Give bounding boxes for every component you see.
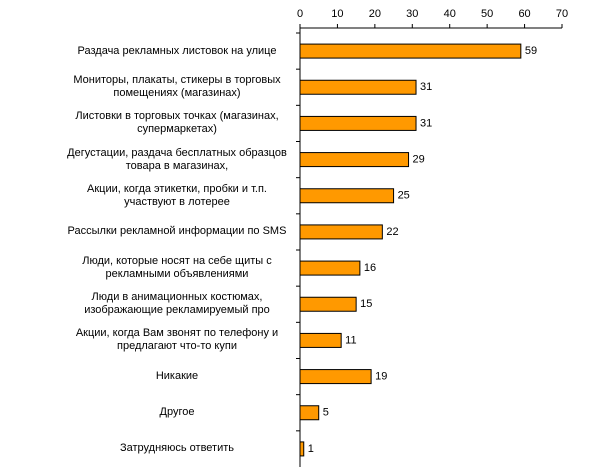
y-tick-label: Акции, когда этикетки, пробки и т.п. уча… [87, 182, 267, 208]
y-tick-label: Раздача рекламных листовок на улице [77, 44, 277, 57]
y-tick-label: Другое [159, 406, 195, 419]
bar [299, 115, 417, 131]
y-tick-label: Люди, которые носят на себе щиты с рекла… [82, 255, 272, 281]
bar [299, 43, 522, 59]
value-label: 22 [386, 226, 398, 238]
y-tick-label: Никакие [155, 370, 199, 383]
bar [299, 224, 383, 240]
value-label: 16 [364, 262, 376, 274]
value-label: 31 [420, 81, 432, 93]
bar [299, 369, 372, 385]
x-tick-label: 50 [481, 8, 493, 20]
y-tick-label: Мониторы, плакаты, стикеры в торговых по… [73, 74, 281, 100]
value-label: 15 [360, 298, 372, 310]
bar [299, 260, 361, 276]
x-tick-label: 10 [331, 8, 343, 20]
y-tick-label: Затрудняюсь ответить [119, 442, 234, 455]
value-label: 1 [308, 443, 314, 455]
y-tick-label: Листовки в торговых точках (магазинах, с… [75, 110, 279, 136]
value-label: 31 [420, 117, 432, 129]
value-label: 5 [323, 407, 329, 419]
value-label: 19 [375, 370, 387, 382]
bar [299, 441, 305, 457]
y-tick-label: Люди в анимационных костюмах, изображающ… [84, 291, 270, 317]
bar [299, 296, 357, 312]
x-tick-label: 40 [444, 8, 456, 20]
bar [299, 405, 320, 421]
value-label: 29 [413, 153, 425, 165]
bar [299, 332, 342, 348]
x-tick-label: 20 [369, 8, 381, 20]
y-tick-label: Рассылки рекламной информации по SMS [67, 225, 287, 238]
x-tick-label: 60 [518, 8, 530, 20]
x-tick-label: 0 [297, 8, 303, 20]
value-label: 59 [525, 45, 537, 57]
y-tick-label: Акции, когда Вам звонят по телефону и пр… [75, 327, 279, 353]
value-label: 25 [398, 190, 410, 202]
value-label: 11 [345, 334, 356, 346]
bar [299, 152, 410, 168]
y-tick-label: Дегустации, раздача бесплатных образцов … [67, 146, 287, 172]
bar [299, 79, 417, 95]
x-tick-label: 30 [406, 8, 418, 20]
bar [299, 188, 395, 204]
x-tick-label: 70 [556, 8, 568, 20]
